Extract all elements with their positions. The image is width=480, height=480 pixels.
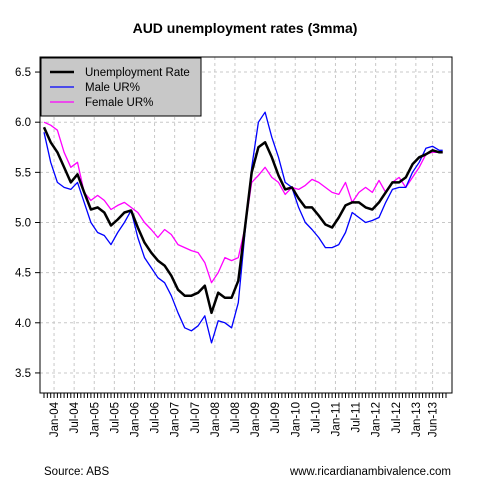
plot-frame <box>39 56 453 394</box>
x-tick-label: Jul-10 <box>310 402 322 433</box>
series-line-unemployment-rate <box>42 126 443 315</box>
x-tick-label: Jul-08 <box>230 402 242 433</box>
y-tick-label: 5.5 <box>15 167 31 179</box>
x-tick-label: Jul-11 <box>351 402 363 432</box>
x-tick-label: Jan-08 <box>210 402 222 437</box>
legend-label-female: Female UR% <box>85 97 153 109</box>
y-tick-label: 4.0 <box>15 318 31 330</box>
x-tick-label: Jul-07 <box>190 402 202 433</box>
y-tick-label: 6.0 <box>15 117 31 129</box>
y-tick-label: 3.5 <box>15 368 31 380</box>
chart-title: AUD unemployment rates (3mma) <box>133 20 358 36</box>
x-tick-label: Jun-13 <box>428 402 440 437</box>
x-tick-label: Jan-04 <box>49 401 61 437</box>
series-line-male <box>43 111 443 344</box>
x-tick-label: Jan-13 <box>411 402 423 437</box>
x-tick-label: Jan-05 <box>89 402 101 437</box>
x-tick-label: Jan-10 <box>290 402 302 437</box>
x-tick-label: Jan-11 <box>330 402 342 436</box>
y-tick-label: 5.0 <box>15 217 31 229</box>
source-note: Source: ABS <box>44 466 110 478</box>
x-axis: Jan-04 Jul-04 Jan-05 Jul-05 Jan-06 Jul-06 Jan-… <box>43 393 447 437</box>
x-tick-label: Jul-12 <box>391 402 403 433</box>
plot-series <box>42 111 443 344</box>
y-tick-label: 4.5 <box>15 268 31 280</box>
legend: Unemployment Rate Male UR% Female UR% <box>40 57 202 117</box>
x-tick-label: Jan-12 <box>371 402 383 437</box>
series-line-female <box>43 121 443 284</box>
website-note: www.ricardianambivalence.com <box>289 466 451 478</box>
y-tick-label: 6.5 <box>15 67 31 79</box>
x-tick-label: Jan-06 <box>129 402 141 437</box>
y-axis: 3.5 4.0 4.5 5.0 5.5 6.0 6.5 <box>15 67 40 380</box>
x-tick-label: Jul-04 <box>69 401 81 433</box>
x-tick-label: Jan-07 <box>170 402 182 437</box>
x-tick-label: Jan-09 <box>250 402 262 437</box>
legend-label-male: Male UR% <box>85 82 140 94</box>
x-tick-label: Jul-06 <box>150 402 162 433</box>
x-tick-label: Jul-09 <box>270 402 282 433</box>
x-tick-label: Jul-05 <box>109 402 121 433</box>
legend-label-unemployment-rate: Unemployment Rate <box>85 67 190 79</box>
